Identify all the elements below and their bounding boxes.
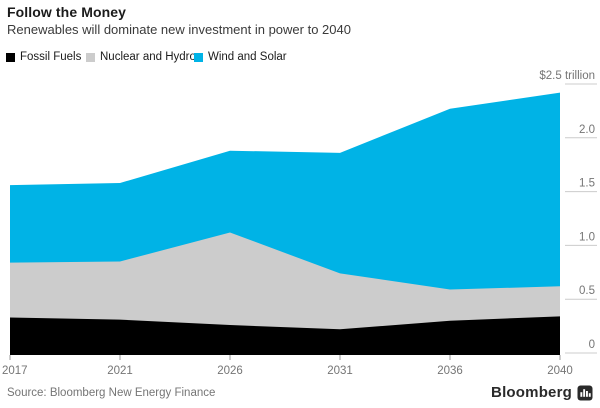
legend-item-fossil-fuels: Fossil Fuels: [6, 51, 81, 63]
x-tick-label: 2036: [437, 365, 463, 377]
legend-item-nuclear-hydro: Nuclear and Hydro: [86, 51, 196, 63]
fossil-fuels-swatch-icon: [6, 52, 15, 62]
area-fossil-fuels: [10, 316, 560, 353]
chart-subtitle: Renewables will dominate new investment …: [7, 22, 351, 37]
y-tick-label: 0.5: [579, 285, 595, 297]
wind-solar-swatch-icon: [194, 52, 203, 62]
source-credit: Source: Bloomberg New Energy Finance: [7, 387, 216, 399]
legend-item-wind-solar: Wind and Solar: [194, 51, 287, 63]
bar-chart-icon: [577, 385, 593, 400]
bloomberg-logo: Bloomberg: [491, 384, 593, 401]
y-tick-label: 2.0: [579, 124, 595, 136]
y-tick-label: 0: [589, 339, 595, 351]
y-tick-label: 1.5: [579, 178, 595, 190]
x-tick-label: 2031: [327, 365, 353, 377]
legend-label: Wind and Solar: [208, 51, 287, 63]
legend-label: Nuclear and Hydro: [100, 51, 196, 63]
legend-label: Fossil Fuels: [20, 51, 82, 63]
page-title: Follow the Money: [7, 4, 127, 20]
legend: Fossil Fuels Nuclear and Hydro Wind and …: [0, 51, 600, 65]
y-tick-label: $2.5 trillion: [539, 70, 595, 82]
x-tick-label: 2017: [2, 365, 28, 377]
x-tick-label: 2026: [217, 365, 243, 377]
bloomberg-wordmark: Bloomberg: [491, 384, 572, 401]
y-tick-label: 1.0: [579, 231, 595, 243]
x-tick-label: 2021: [107, 365, 133, 377]
x-tick-label: 2040: [547, 365, 573, 377]
nuclear-hydro-swatch-icon: [86, 52, 95, 62]
